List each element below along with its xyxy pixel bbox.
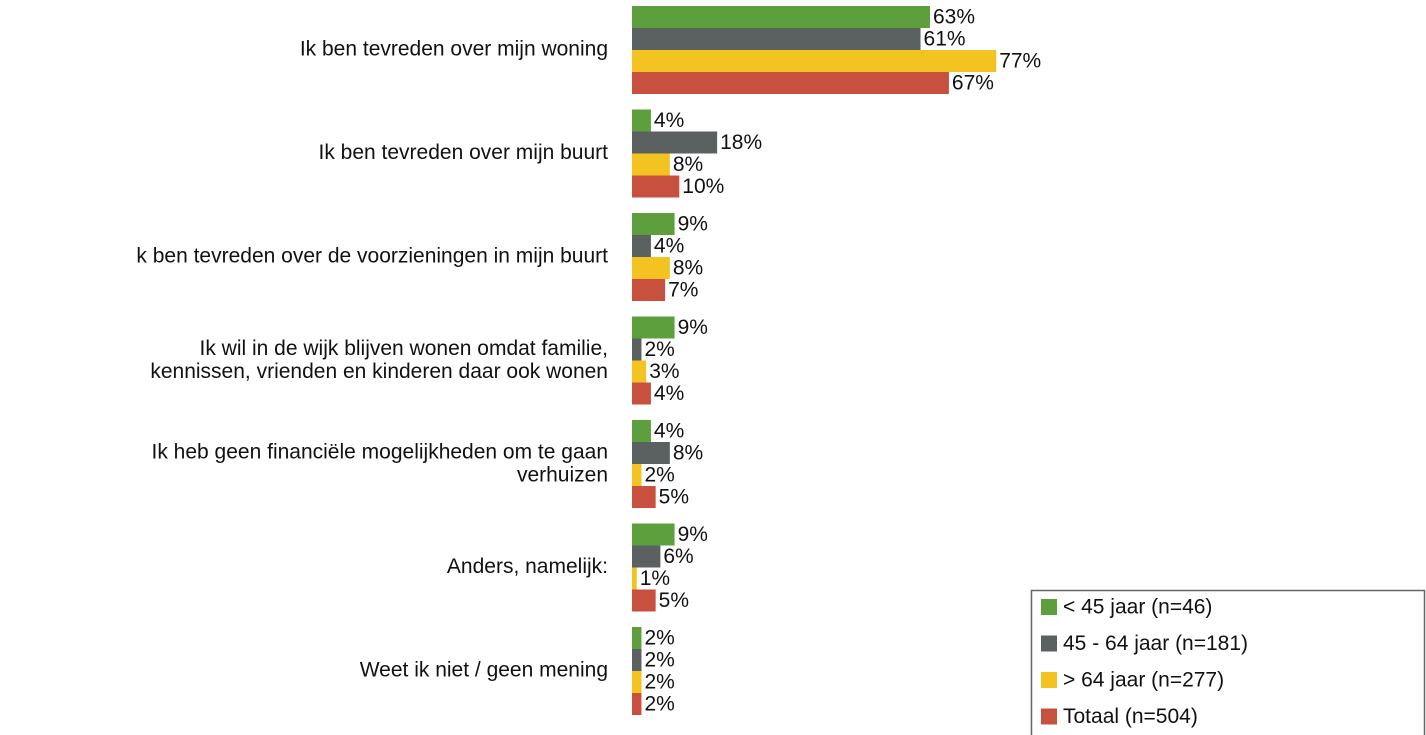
value-label: 2% — [644, 338, 674, 361]
value-label: 5% — [659, 589, 689, 612]
value-label: 77% — [999, 50, 1041, 73]
bar — [632, 235, 651, 257]
value-label: 6% — [663, 545, 693, 568]
bar — [632, 671, 642, 693]
bar — [632, 6, 930, 28]
bar — [632, 486, 656, 508]
value-label: 8% — [673, 442, 703, 465]
legend-swatch — [1041, 708, 1057, 725]
value-label: 1% — [640, 567, 670, 590]
value-label: 2% — [644, 649, 674, 672]
legend-swatch — [1041, 599, 1057, 615]
bar — [632, 213, 675, 235]
value-label: 63% — [933, 6, 975, 29]
value-label: 10% — [682, 175, 724, 198]
legend-label: < 45 jaar (n=46) — [1063, 596, 1212, 619]
legend-label: Totaal (n=504) — [1063, 705, 1198, 728]
value-label: 7% — [668, 279, 698, 302]
value-label: 4% — [654, 382, 684, 405]
value-label: 4% — [654, 109, 684, 132]
value-label: 8% — [673, 153, 703, 176]
bar — [632, 589, 656, 612]
category-label: Ik ben tevreden over mijn buurt — [319, 141, 609, 164]
legend-box — [1030, 589, 1426, 735]
bar — [632, 316, 675, 339]
value-label: 2% — [644, 671, 674, 694]
legend-label: 45 - 64 jaar (n=181) — [1063, 632, 1248, 655]
value-label: 2% — [644, 627, 674, 650]
bar — [632, 523, 675, 546]
bar — [632, 28, 921, 50]
value-label: 67% — [952, 72, 994, 95]
bar — [632, 627, 642, 649]
category-label: Anders, namelijk: — [447, 555, 608, 578]
value-label: 9% — [678, 213, 708, 236]
value-label: 9% — [678, 523, 708, 546]
value-label: 8% — [673, 257, 703, 280]
bar — [632, 109, 651, 132]
legend-swatch — [1041, 672, 1057, 688]
bar — [632, 420, 651, 442]
bar — [632, 131, 718, 154]
bar — [632, 360, 647, 383]
bar — [632, 442, 670, 464]
bar — [632, 464, 642, 486]
value-label: 61% — [924, 28, 966, 51]
legend-swatch — [1041, 635, 1057, 652]
bar — [632, 693, 642, 715]
category-label: Ik heb geen financiële mogelijkheden om … — [152, 440, 608, 486]
category-label: Ik ben tevreden over mijn woning — [300, 38, 608, 61]
bar — [632, 382, 651, 405]
bar — [632, 153, 670, 176]
bar — [632, 50, 997, 72]
value-label: 4% — [654, 420, 684, 443]
value-label: 5% — [659, 486, 689, 509]
value-label: 9% — [678, 316, 708, 339]
bar — [632, 175, 680, 198]
value-label: 2% — [644, 693, 674, 716]
value-label: 3% — [649, 360, 679, 383]
value-label: 4% — [654, 235, 684, 258]
category-label: Weet ik niet / geen mening — [360, 659, 608, 682]
category-label: k ben tevreden over de voorzieningen in … — [136, 245, 608, 268]
bar — [632, 279, 666, 301]
bar — [632, 545, 661, 568]
category-label: Ik wil in de wijk blijven wonen omdat fa… — [150, 337, 608, 383]
value-label: 18% — [720, 131, 762, 154]
value-label: 2% — [644, 464, 674, 487]
legend-label: > 64 jaar (n=277) — [1063, 669, 1224, 692]
bar — [632, 72, 949, 94]
bar — [632, 649, 642, 671]
legend: < 45 jaar (n=46) 45 - 64 jaar (n=181) > 64… — [1030, 589, 1426, 735]
bar — [632, 338, 642, 361]
bar — [632, 567, 637, 590]
bar — [632, 257, 670, 279]
